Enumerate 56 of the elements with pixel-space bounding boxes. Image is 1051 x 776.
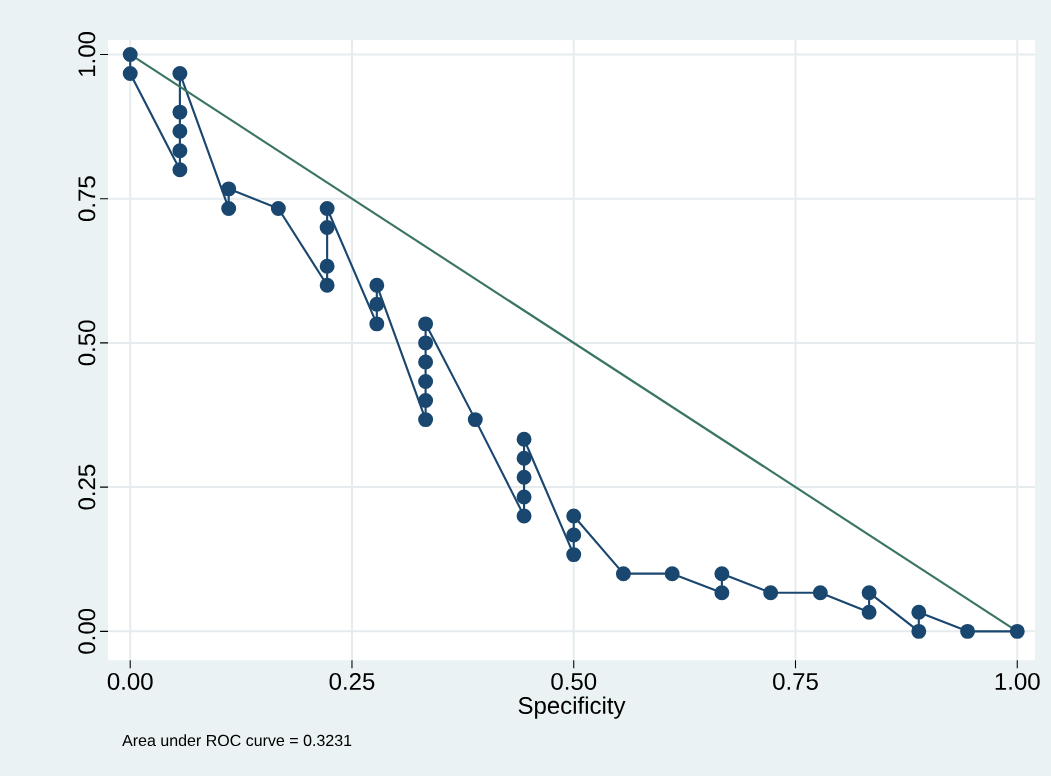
x-tick-label: 0.75 — [773, 672, 818, 690]
point — [566, 527, 582, 543]
point — [270, 200, 286, 216]
point — [369, 277, 385, 293]
x-axis-title: Specificity — [518, 696, 626, 719]
y-tick-label: 1.00 — [78, 31, 96, 76]
point — [714, 566, 730, 582]
x-tick-label: 0.50 — [551, 672, 597, 690]
point — [516, 469, 532, 485]
point — [319, 200, 335, 216]
point — [172, 143, 188, 159]
point — [467, 412, 483, 427]
point — [516, 508, 532, 524]
point — [566, 547, 582, 562]
point — [861, 604, 877, 620]
point — [122, 65, 138, 81]
point — [418, 393, 434, 408]
point — [911, 623, 927, 639]
point — [418, 335, 434, 351]
point — [122, 46, 138, 62]
point — [319, 258, 335, 274]
point — [172, 65, 188, 81]
y-tick-label: 0.25 — [78, 464, 96, 510]
point — [319, 219, 335, 235]
y-tick-label: 0.00 — [78, 608, 96, 654]
point — [911, 604, 927, 620]
point — [763, 585, 779, 601]
text: Area under ROC curve = 0.3231 — [122, 734, 352, 746]
point — [960, 623, 976, 639]
point — [861, 585, 877, 601]
point — [418, 412, 434, 427]
point — [418, 316, 434, 332]
point — [516, 450, 532, 466]
point — [221, 200, 237, 216]
point — [812, 585, 828, 601]
y-tick-label: 0.75 — [78, 176, 96, 221]
point — [418, 373, 434, 389]
point — [714, 585, 730, 601]
point — [664, 566, 680, 582]
point — [1009, 623, 1025, 639]
x-tick-label: 0.25 — [329, 672, 375, 690]
x-tick-label: 1.00 — [995, 672, 1040, 690]
point — [172, 104, 188, 120]
point — [566, 508, 582, 524]
point — [221, 181, 237, 197]
point — [516, 489, 532, 505]
point — [516, 431, 532, 447]
point — [615, 566, 631, 582]
point — [418, 354, 434, 370]
point — [369, 296, 385, 312]
point — [172, 162, 188, 178]
point — [369, 316, 385, 332]
point — [319, 277, 335, 293]
y-tick-label: 0.50 — [78, 320, 96, 366]
point — [172, 123, 188, 139]
x-tick-label: 0.00 — [107, 672, 153, 690]
